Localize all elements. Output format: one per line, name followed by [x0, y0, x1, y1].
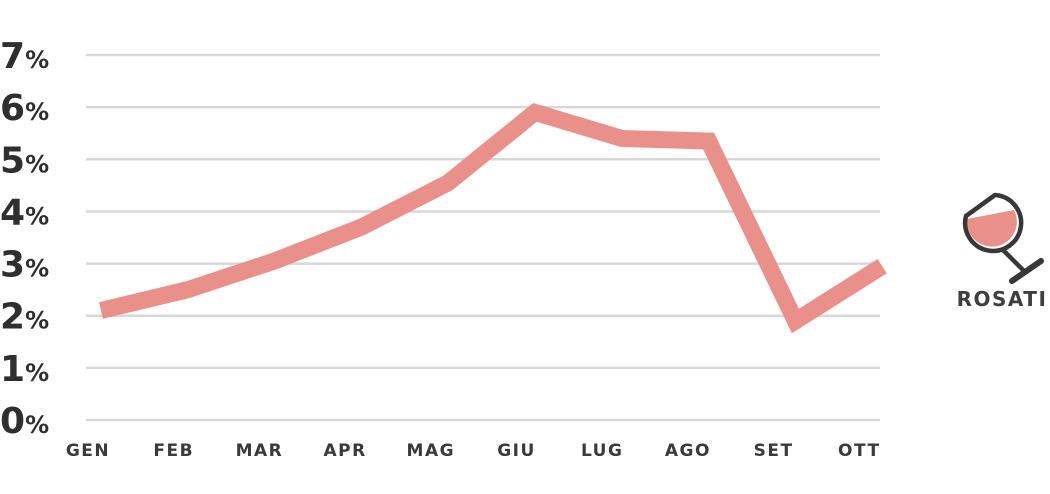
x-axis-labels: GEN FEB MAR APR MAG GIU LUG AGO SET OTT	[66, 441, 881, 461]
legend: ROSATI	[957, 192, 1048, 311]
x-tick-label-mag: MAG	[407, 441, 456, 461]
y-tick-label: 6%	[0, 88, 49, 129]
x-tick-label-gen: GEN	[66, 441, 110, 461]
wine-glass-icon	[962, 192, 1044, 284]
legend-label: ROSATI	[957, 287, 1048, 311]
x-tick-label-apr: APR	[323, 441, 366, 461]
x-tick-label-giu: GIU	[497, 441, 536, 461]
x-tick-label-feb: FEB	[153, 441, 194, 461]
y-tick-label: 3%	[0, 245, 49, 286]
y-tick-label: 2%	[0, 297, 49, 338]
glass-base	[1009, 258, 1044, 284]
wine-fill-shape	[966, 210, 1017, 247]
x-tick-label-ott: OTT	[838, 441, 881, 461]
glass-bowl-outline	[962, 192, 1024, 254]
y-tick-label: 0%	[0, 401, 49, 442]
x-tick-label-set: SET	[754, 441, 794, 461]
y-tick-label: 5%	[0, 140, 49, 181]
y-axis-labels: 0% 1% 2% 3% 4% 5% 6% 7%	[0, 36, 49, 442]
y-tick-label: 1%	[0, 349, 49, 390]
x-tick-label-ago: AGO	[665, 441, 711, 461]
trend-line	[99, 102, 887, 334]
x-tick-label-lug: LUG	[581, 441, 623, 461]
x-tick-label-mar: MAR	[236, 441, 284, 461]
glass-stem	[1000, 247, 1028, 275]
y-tick-label: 7%	[0, 36, 49, 77]
y-tick-label: 4%	[0, 192, 49, 233]
